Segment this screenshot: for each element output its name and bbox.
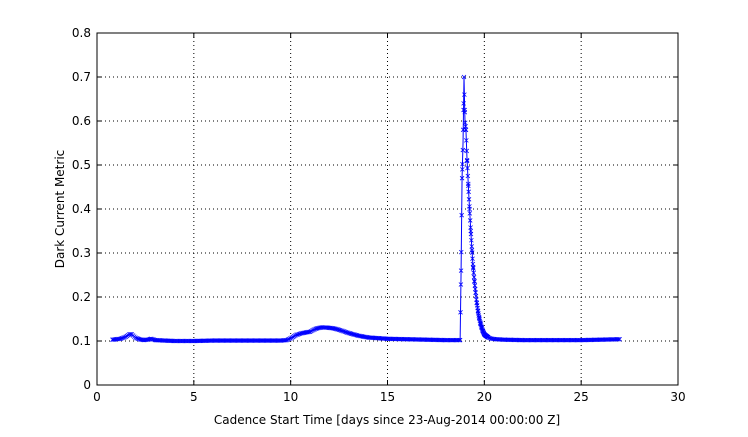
- data-point-marker: [460, 147, 466, 153]
- data-point-marker: [284, 337, 290, 343]
- data-point-marker: [464, 138, 469, 143]
- x-tick-label: 0: [93, 390, 101, 404]
- data-point-marker: [467, 211, 473, 216]
- data-point-marker: [338, 328, 344, 333]
- data-point-marker: [468, 231, 474, 237]
- data-point-marker: [469, 244, 475, 249]
- data-point-marker: [134, 335, 139, 341]
- data-point-marker: [465, 165, 470, 171]
- data-point-marker: [462, 92, 467, 97]
- data-point-marker: [460, 161, 465, 167]
- y-tick-label: 0.2: [72, 290, 91, 304]
- data-point-marker: [312, 327, 317, 332]
- data-point-marker: [118, 336, 124, 341]
- data-point-marker: [470, 256, 475, 262]
- data-point-marker: [472, 279, 477, 284]
- y-tick-label: 0.6: [72, 114, 91, 128]
- data-point-marker: [465, 181, 471, 187]
- y-axis-label: Dark Current Metric: [53, 150, 67, 268]
- data-point-marker: [462, 109, 468, 115]
- x-tick-label: 30: [670, 390, 685, 404]
- y-tick-label: 0.3: [72, 246, 91, 260]
- data-point-marker: [617, 336, 622, 342]
- data-point-marker: [459, 212, 464, 218]
- data-point-marker: [119, 335, 125, 341]
- data-point-marker: [458, 282, 464, 287]
- data-point-marker: [466, 197, 472, 202]
- data-point-marker: [467, 218, 473, 223]
- x-tick-label: 10: [283, 390, 298, 404]
- data-point-marker: [468, 225, 473, 230]
- data-point-marker: [459, 175, 465, 181]
- data-point-marker: [465, 173, 471, 179]
- data-point-marker: [457, 337, 463, 343]
- data-point-marker: [478, 321, 483, 327]
- x-tick-label: 20: [477, 390, 492, 404]
- y-tick-label: 0.1: [72, 334, 91, 348]
- data-point-marker: [121, 335, 126, 341]
- data-point-marker: [340, 328, 345, 334]
- data-point-marker: [464, 148, 469, 154]
- x-tick-label: 25: [574, 390, 589, 404]
- data-point-marker: [460, 167, 465, 172]
- data-point-marker: [471, 270, 476, 276]
- data-point-marker: [469, 237, 474, 243]
- data-point-marker: [463, 127, 469, 133]
- data-point-marker: [471, 274, 477, 280]
- data-point-marker: [122, 334, 127, 340]
- data-point-marker: [128, 331, 133, 337]
- data-point-marker: [467, 204, 472, 209]
- data-point-marker: [343, 329, 349, 335]
- x-tick-label: 15: [380, 390, 395, 404]
- y-tick-label: 0.4: [72, 202, 91, 216]
- y-tick-label: 0: [83, 378, 91, 392]
- data-point-marker: [464, 157, 470, 163]
- data-point-marker: [150, 336, 155, 342]
- data-point-marker: [285, 337, 291, 342]
- data-point-marker: [342, 329, 348, 335]
- data-point-marker: [458, 310, 463, 315]
- data-point-marker: [616, 336, 621, 342]
- data-point-marker: [466, 189, 471, 195]
- data-point-marker: [470, 261, 476, 267]
- y-tick-label: 0.8: [72, 26, 91, 40]
- data-point-marker: [308, 328, 314, 334]
- x-tick-label: 5: [190, 390, 198, 404]
- axis-ticks: [96, 32, 679, 386]
- data-point-marker: [307, 329, 313, 335]
- data-point-marker: [471, 266, 476, 271]
- tick-labels: 0 5 10 15 20 25 30 0 0.1 0.2 0.3 0.4 0.5 0.6 0.7 0.8: [72, 26, 686, 404]
- data-point-marker: [459, 249, 464, 255]
- data-point-marker: [464, 158, 470, 164]
- data-point-marker: [479, 324, 484, 329]
- series-group: [110, 74, 622, 344]
- data-point-marker: [341, 329, 346, 334]
- data-point-marker: [478, 323, 484, 328]
- data-point-marker: [477, 320, 483, 325]
- data-point-marker: [309, 328, 315, 333]
- data-point-marker: [466, 183, 471, 189]
- data-point-marker: [469, 250, 475, 255]
- data-point-marker: [461, 107, 466, 113]
- y-tick-label: 0.7: [72, 70, 91, 84]
- data-point-marker: [461, 74, 467, 80]
- data-point-marker: [133, 335, 138, 340]
- data-point-marker: [148, 336, 154, 342]
- y-tick-label: 0.5: [72, 158, 91, 172]
- data-point-marker: [458, 268, 464, 273]
- data-point-marker: [456, 337, 461, 343]
- data-point-marker: [311, 327, 316, 333]
- data-point-marker: [286, 336, 292, 342]
- x-axis-label: Cadence Start Time [days since 23-Aug-20…: [214, 413, 560, 427]
- data-point-marker: [461, 101, 466, 106]
- data-point-marker: [485, 335, 491, 340]
